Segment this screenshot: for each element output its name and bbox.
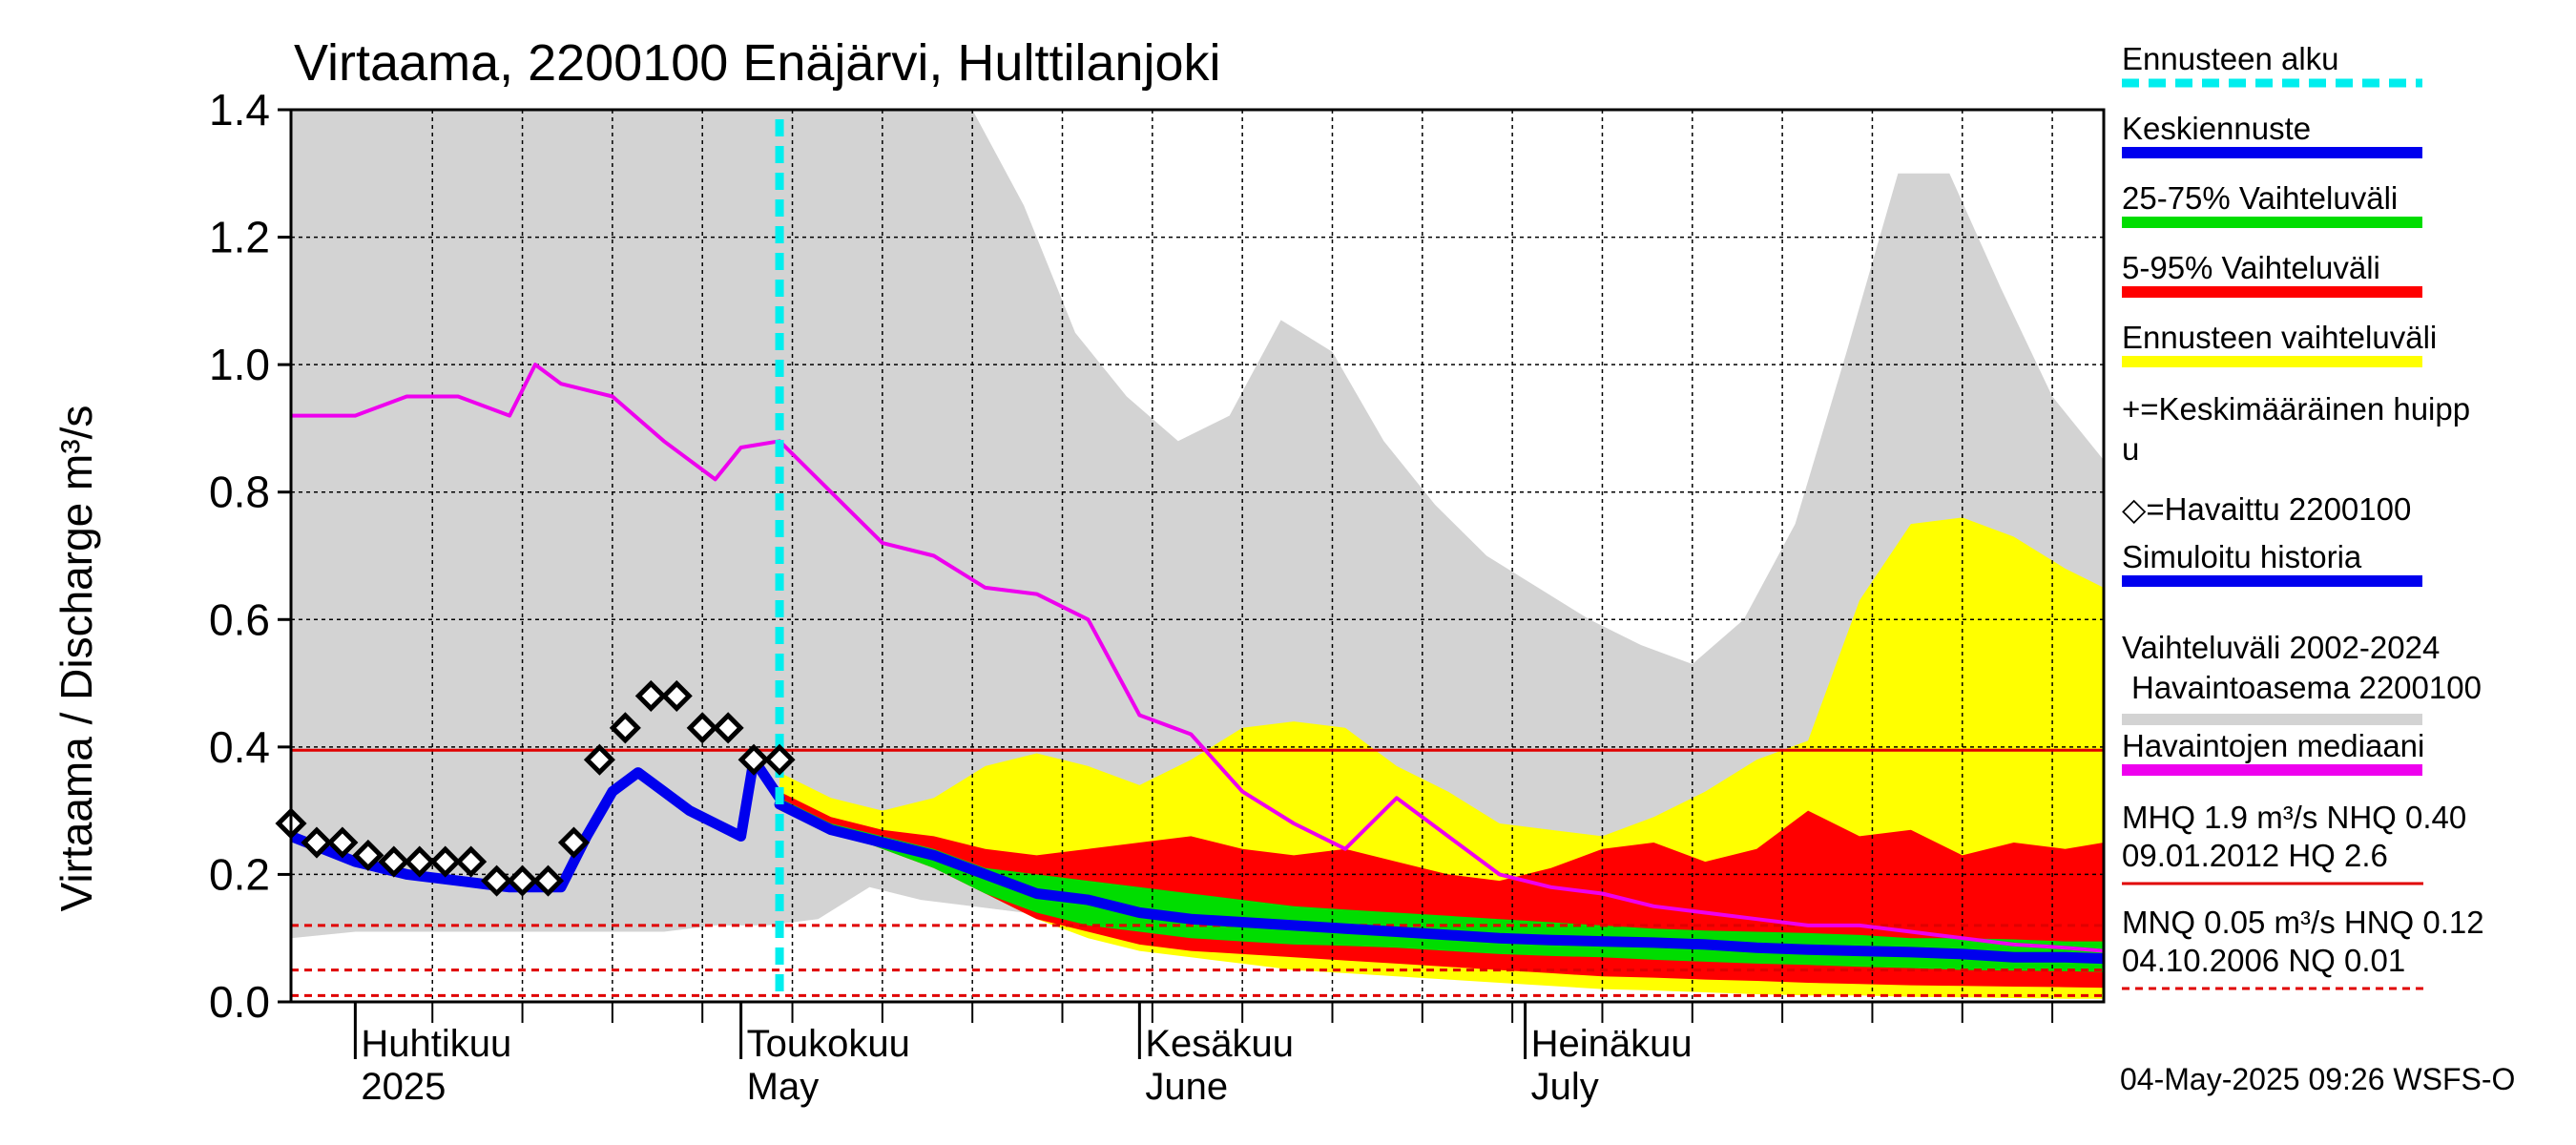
x-month-label: Toukokuu	[747, 1023, 910, 1065]
observed-point	[660, 679, 693, 712]
legend-label: Simuloitu historia	[2122, 539, 2362, 574]
observed-point	[763, 743, 796, 776]
x-month-label: Huhtikuu	[361, 1023, 511, 1065]
keskiennuste-line	[774, 799, 2104, 965]
y-axis-label: Virtaama / Discharge m³/s	[52, 406, 101, 912]
y-tick-label: 0.6	[209, 594, 270, 644]
observed-point	[634, 679, 667, 712]
y-tick-label: 0.0	[209, 977, 270, 1027]
observed-point	[583, 743, 615, 776]
stats-mhq-line: MHQ 1.9 m³/s NHQ 0.40	[2122, 800, 2466, 835]
x-month-sublabel: 2025	[361, 1066, 446, 1108]
legend-label-peak-cont: u	[2122, 431, 2139, 467]
havaintojen-mediaani-line	[291, 363, 2104, 953]
simuloitu-historia-line	[291, 754, 785, 893]
legend-swatch	[2122, 147, 2422, 158]
observed-point	[455, 845, 488, 878]
x-month-sublabel: June	[1145, 1066, 1228, 1108]
plot-frame	[289, 108, 2106, 1004]
legend-label: Vaihteluväli 2002-2024	[2122, 630, 2440, 665]
history-range-band	[291, 110, 2104, 989]
legend-label-cont: Havaintoasema 2200100	[2131, 670, 2482, 705]
y-tick-label: 0.8	[209, 468, 270, 517]
x-month-label: Kesäkuu	[1145, 1023, 1294, 1065]
y-tick-label: 0.4	[209, 722, 270, 772]
observed-point	[507, 864, 539, 897]
legend-label: 25-75% Vaihteluväli	[2122, 180, 2398, 216]
stats-hq-line: 09.01.2012 HQ 2.6	[2122, 838, 2388, 873]
legend-label: Ennusteen vaihteluväli	[2122, 320, 2437, 355]
legend-swatch	[2122, 575, 2422, 587]
legend-swatch	[2122, 714, 2422, 725]
footer-timestamp: 04-May-2025 09:26 WSFS-O	[2120, 1062, 2515, 1096]
stats-mnq-line: MNQ 0.05 m³/s HNQ 0.12	[2122, 905, 2484, 940]
grid-lines	[291, 110, 2104, 1002]
observed-point	[531, 864, 565, 897]
plot-area-bands	[291, 110, 2104, 999]
legend-label: Ennusteen alku	[2122, 41, 2339, 76]
y-tick-label: 1.0	[209, 340, 270, 389]
observed-point	[712, 712, 744, 744]
x-month-label: Heinäkuu	[1531, 1023, 1693, 1065]
legend-label: Havaintojen mediaani	[2122, 728, 2424, 763]
x-month-sublabel: July	[1531, 1066, 1599, 1108]
observed-point	[301, 826, 333, 859]
plot-area-lines	[291, 119, 2104, 1002]
x-month-sublabel: May	[747, 1066, 820, 1108]
observed-point	[481, 864, 513, 897]
observed-point	[404, 845, 436, 878]
legend-swatch	[2122, 286, 2422, 298]
legend-label: 5-95% Vaihteluväli	[2122, 250, 2380, 285]
legend-label-observed: ◇=Havaittu 2200100	[2122, 491, 2411, 527]
observed-point	[686, 712, 718, 744]
chart-title: Virtaama, 2200100 Enäjärvi, Hulttilanjok…	[294, 34, 1221, 92]
observed-point	[609, 712, 641, 744]
legend-swatch	[2122, 356, 2422, 367]
observed-point	[557, 826, 590, 859]
observed-point	[326, 826, 359, 859]
legend-swatch	[2122, 217, 2422, 228]
legend: Ennusteen alku Keskiennuste 25-75% Vaihtel…	[2122, 41, 2482, 990]
observed-point	[378, 845, 410, 878]
y-tick-label: 0.2	[209, 849, 270, 899]
observed-point	[429, 845, 462, 878]
legend-swatch	[2122, 764, 2422, 776]
legend-label-peak: +=Keskimääräinen huipp	[2122, 391, 2470, 427]
y-tick-label: 1.4	[209, 85, 270, 135]
stats-nq-line: 04.10.2006 NQ 0.01	[2122, 943, 2405, 978]
observed-point	[737, 743, 770, 776]
legend-label: Keskiennuste	[2122, 111, 2311, 146]
observation-markers	[275, 679, 796, 897]
observed-point	[352, 839, 384, 871]
y-tick-label: 1.2	[209, 213, 270, 262]
